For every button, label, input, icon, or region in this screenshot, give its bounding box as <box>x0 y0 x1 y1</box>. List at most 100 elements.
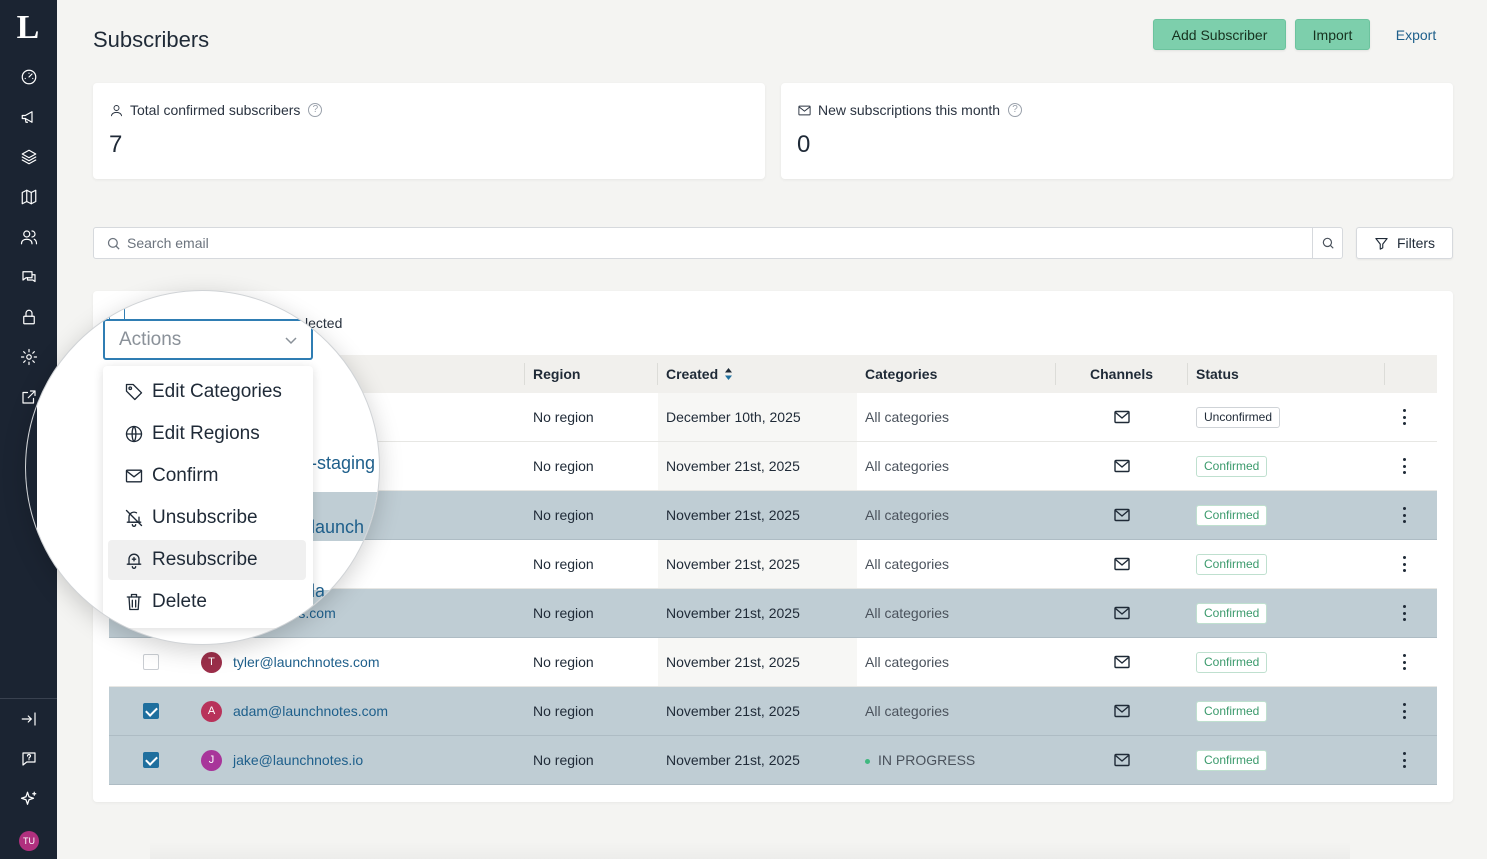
categories-cell: All categories <box>865 507 950 523</box>
row-checkbox[interactable] <box>143 752 159 768</box>
row-checkbox[interactable] <box>143 654 159 670</box>
email-channel-icon <box>1114 655 1130 669</box>
avatar: A <box>201 701 222 722</box>
created-cell: November 21st, 2025 <box>666 556 800 572</box>
status-badge: Confirmed <box>1196 652 1268 673</box>
email-channel-icon <box>1114 704 1130 718</box>
menu-item-unsubscribe[interactable]: Unsubscribe <box>108 498 306 538</box>
row-email-fragment: la <box>311 581 326 601</box>
help-circle-icon[interactable]: ? <box>1008 103 1023 117</box>
col-categories[interactable]: Categories <box>865 366 938 382</box>
total-subscribers-label: Total confirmed subscribers <box>130 102 301 118</box>
subscriber-email-link[interactable]: adam@launchnotes.com <box>233 703 389 719</box>
mail-icon <box>798 105 811 115</box>
region-cell: No region <box>533 556 594 572</box>
categories-cell: IN PROGRESS <box>865 736 975 784</box>
search-icon <box>107 237 120 250</box>
dashboard-icon[interactable] <box>18 66 40 88</box>
filters-button[interactable]: Filters <box>1356 227 1453 259</box>
region-cell: No region <box>533 752 594 768</box>
menu-item-edit-categories[interactable]: Edit Categories <box>108 372 306 412</box>
created-cell: November 21st, 2025 <box>666 703 800 719</box>
email-channel-icon <box>1114 508 1130 522</box>
col-channels[interactable]: Channels <box>1090 366 1154 382</box>
email-channel-icon <box>1114 557 1130 571</box>
categories-cell: All categories <box>865 703 950 719</box>
row-menu-kebab-icon[interactable] <box>1395 653 1413 671</box>
categories-cell: All categories <box>865 458 950 474</box>
menu-item-delete[interactable]: Delete <box>108 582 306 622</box>
status-badge: Confirmed <box>1196 554 1268 575</box>
col-created[interactable]: Created <box>666 355 733 393</box>
status-badge: Confirmed <box>1196 505 1268 526</box>
megaphone-icon[interactable] <box>18 106 40 128</box>
magnifier-lens: -staging launch la Actions Edit Categori… <box>25 290 380 645</box>
avatar: J <box>201 750 222 771</box>
region-cell: No region <box>533 458 594 474</box>
row-menu-kebab-icon[interactable] <box>1395 506 1413 524</box>
categories-cell: All categories <box>865 605 950 621</box>
users-icon[interactable] <box>18 226 40 248</box>
row-menu-kebab-icon[interactable] <box>1395 604 1413 622</box>
categories-cell: All categories <box>865 409 950 425</box>
created-cell: November 21st, 2025 <box>666 654 800 670</box>
status-badge: Confirmed <box>1196 701 1268 722</box>
search-box <box>93 227 1343 259</box>
new-subscriptions-card: New subscriptions this month ? 0 <box>781 83 1453 179</box>
created-cell: December 10th, 2025 <box>666 409 801 425</box>
region-cell: No region <box>533 605 594 621</box>
actions-dropdown[interactable]: Actions <box>103 319 313 360</box>
menu-item-resubscribe[interactable]: Resubscribe <box>108 540 306 580</box>
app-logo[interactable]: L <box>16 9 40 46</box>
sort-icon[interactable] <box>724 367 733 381</box>
total-subscribers-value: 7 <box>109 131 123 158</box>
user-icon <box>111 104 122 116</box>
menu-item-edit-regions[interactable]: Edit Regions <box>108 414 306 454</box>
bell-ring-icon <box>126 553 142 569</box>
col-status[interactable]: Status <box>1196 366 1239 382</box>
filter-icon <box>1375 237 1388 250</box>
new-subscriptions-label: New subscriptions this month <box>818 102 1001 118</box>
row-menu-kebab-icon[interactable] <box>1395 702 1413 720</box>
region-cell: No region <box>533 409 594 425</box>
add-subscriber-button[interactable]: Add Subscriber <box>1153 19 1286 50</box>
sign-in-icon[interactable] <box>18 708 40 730</box>
row-menu-kebab-icon[interactable] <box>1395 555 1413 573</box>
search-button[interactable] <box>1312 228 1342 258</box>
layers-icon[interactable] <box>18 146 40 168</box>
menu-item-confirm[interactable]: Confirm <box>108 456 306 496</box>
subscriber-email-link[interactable]: tyler@launchnotes.com <box>233 654 380 670</box>
help-icon[interactable] <box>18 748 40 770</box>
help-circle-icon[interactable]: ? <box>308 103 323 117</box>
subscriber-email-link[interactable]: jake@launchnotes.io <box>233 752 364 768</box>
search-icon <box>1322 237 1334 249</box>
export-button[interactable]: Export <box>1395 26 1437 43</box>
chat-icon[interactable] <box>18 266 40 288</box>
map-icon[interactable] <box>18 186 40 208</box>
user-avatar[interactable]: TU <box>19 831 39 851</box>
filters-label: Filters <box>1396 235 1436 251</box>
chevron-down-icon <box>285 337 297 345</box>
row-menu-kebab-icon[interactable] <box>1395 408 1413 426</box>
created-cell: November 21st, 2025 <box>666 507 800 523</box>
col-region[interactable]: Region <box>533 366 581 382</box>
region-cell: No region <box>533 507 594 523</box>
region-cell: No region <box>533 654 594 670</box>
row-menu-kebab-icon[interactable] <box>1395 751 1413 769</box>
globe-icon <box>125 425 143 443</box>
row-checkbox[interactable] <box>143 703 159 719</box>
bottom-shadow <box>150 842 1350 859</box>
trash-icon <box>126 593 142 611</box>
row-menu-kebab-icon[interactable] <box>1395 457 1413 475</box>
email-channel-icon <box>1114 459 1130 473</box>
search-input[interactable] <box>127 228 1307 258</box>
status-dot-icon <box>865 758 870 764</box>
created-cell: November 21st, 2025 <box>666 458 800 474</box>
sparkles-icon[interactable] <box>18 788 40 810</box>
tag-icon <box>125 383 143 401</box>
total-subscribers-card: Total confirmed subscribers ? 7 <box>93 83 765 179</box>
import-button[interactable]: Import <box>1295 19 1370 50</box>
